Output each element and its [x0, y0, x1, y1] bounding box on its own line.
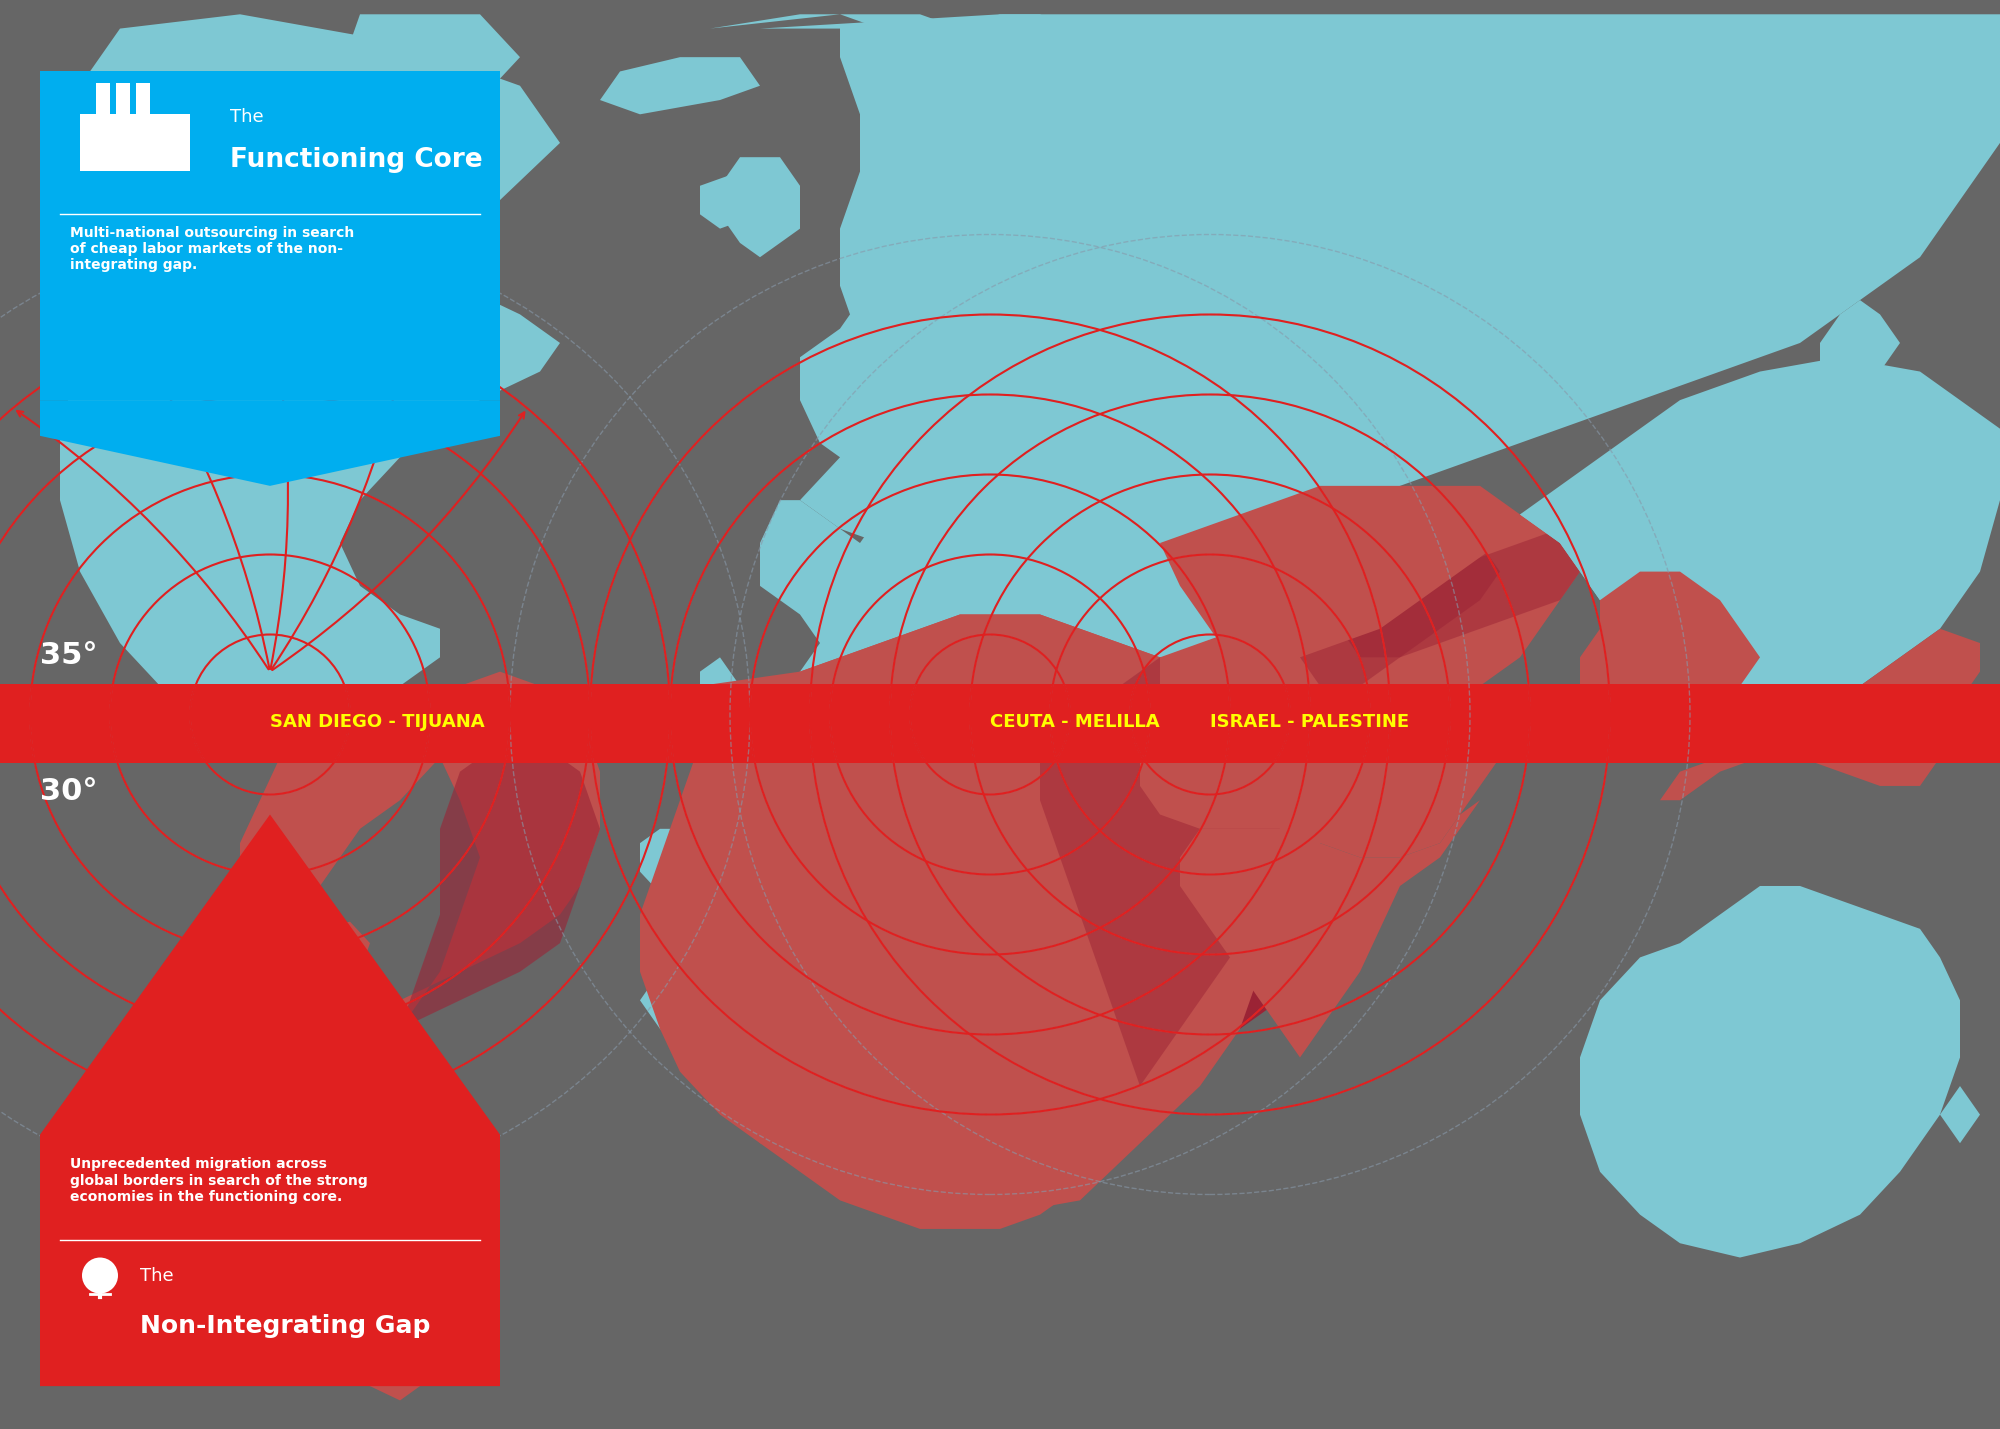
Text: ISRAEL - PALESTINE: ISRAEL - PALESTINE — [1210, 713, 1410, 730]
Polygon shape — [1240, 500, 1600, 714]
Polygon shape — [700, 171, 760, 229]
Polygon shape — [1580, 572, 1760, 743]
Circle shape — [82, 1258, 118, 1293]
Polygon shape — [720, 157, 800, 257]
Bar — [0, 684, 2000, 763]
Polygon shape — [1780, 372, 1820, 429]
Polygon shape — [660, 614, 1320, 1215]
Text: Non-Integrating Gap: Non-Integrating Gap — [140, 1313, 430, 1338]
Polygon shape — [1660, 714, 1940, 800]
Bar — [116, 83, 130, 114]
Text: Multi-national outsourcing in search
of cheap labor markets of the non-
integrat: Multi-national outsourcing in search of … — [70, 226, 354, 272]
Polygon shape — [1040, 657, 1280, 1086]
Polygon shape — [340, 14, 520, 114]
Polygon shape — [840, 14, 1140, 143]
Polygon shape — [1340, 529, 1580, 657]
Text: The: The — [140, 1266, 174, 1285]
Bar — [96, 83, 110, 114]
Polygon shape — [280, 672, 600, 1400]
Bar — [80, 114, 190, 171]
Text: CEUTA - MELILLA: CEUTA - MELILLA — [990, 713, 1160, 730]
Text: 30°: 30° — [40, 777, 98, 806]
Polygon shape — [640, 614, 1340, 1229]
Polygon shape — [1640, 629, 1980, 743]
Polygon shape — [1180, 800, 1480, 1057]
Polygon shape — [1940, 1086, 1980, 1143]
Polygon shape — [1140, 629, 1500, 857]
Polygon shape — [60, 14, 560, 722]
Polygon shape — [40, 815, 500, 1386]
Polygon shape — [1160, 486, 1520, 657]
Polygon shape — [1140, 915, 1300, 1057]
Polygon shape — [240, 700, 440, 929]
Polygon shape — [1520, 357, 2000, 714]
Polygon shape — [40, 400, 500, 486]
Text: The: The — [230, 109, 264, 126]
Polygon shape — [600, 57, 760, 114]
Polygon shape — [300, 922, 370, 1015]
Polygon shape — [760, 14, 2000, 543]
Text: Unprecedented migration across
global borders in search of the strong
economies : Unprecedented migration across global bo… — [70, 1157, 368, 1203]
Bar — [136, 83, 150, 114]
FancyBboxPatch shape — [40, 71, 500, 400]
Polygon shape — [640, 14, 1320, 1100]
Polygon shape — [1580, 886, 1960, 1258]
Text: Functioning Core: Functioning Core — [230, 147, 482, 173]
Polygon shape — [1820, 300, 1900, 400]
Polygon shape — [1300, 529, 1500, 686]
Polygon shape — [1520, 372, 1940, 629]
Polygon shape — [400, 743, 600, 1029]
Text: SAN DIEGO - TIJUANA: SAN DIEGO - TIJUANA — [270, 713, 484, 730]
Text: 35°: 35° — [40, 642, 98, 670]
